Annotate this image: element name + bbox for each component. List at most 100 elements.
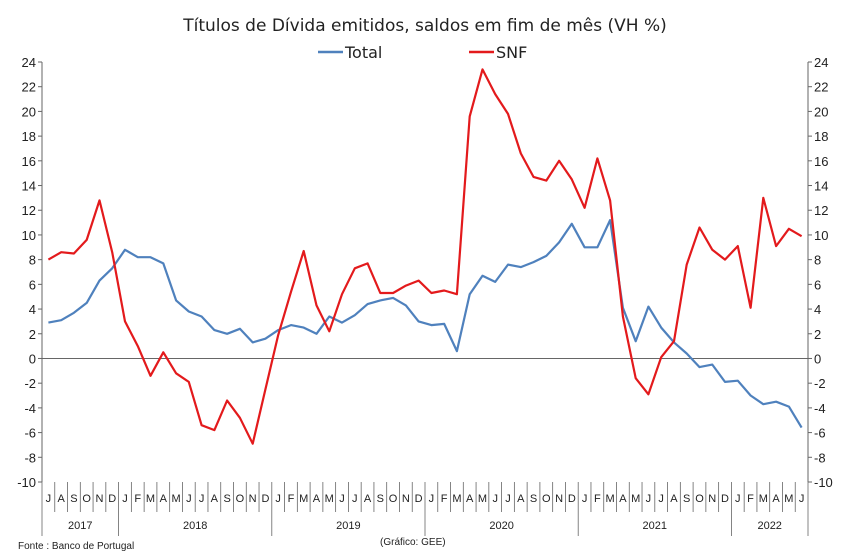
legend-snf-label: SNF xyxy=(496,43,527,62)
left-tick-label: -10 xyxy=(17,475,36,490)
month-label: J xyxy=(582,493,588,505)
month-label: D xyxy=(415,493,423,505)
right-tick-label: -4 xyxy=(814,401,826,416)
left-tick-label: -4 xyxy=(24,401,36,416)
month-label: J xyxy=(799,493,805,505)
month-label: A xyxy=(619,493,627,505)
right-tick-label: 16 xyxy=(814,154,828,169)
right-tick-label: 20 xyxy=(814,104,828,119)
left-tick-label: 6 xyxy=(29,277,36,292)
month-label: J xyxy=(492,493,498,505)
left-tick-label: 4 xyxy=(29,302,36,317)
month-label: D xyxy=(721,493,729,505)
month-label: F xyxy=(747,493,754,505)
month-label: N xyxy=(708,493,716,505)
right-tick-label: 22 xyxy=(814,80,828,95)
month-label: O xyxy=(82,493,91,505)
right-tick-label: 2 xyxy=(814,327,821,342)
month-label: J xyxy=(352,493,358,505)
month-label: M xyxy=(784,493,793,505)
month-label: D xyxy=(568,493,576,505)
month-label: O xyxy=(236,493,245,505)
right-tick-label: -10 xyxy=(814,475,833,490)
right-tick-label: 24 xyxy=(814,55,828,70)
month-label: J xyxy=(46,493,52,505)
credit-note: (Gráfico: GEE) xyxy=(380,537,446,548)
left-tick-label: 14 xyxy=(22,179,36,194)
month-label: S xyxy=(683,493,690,505)
right-tick-label: -6 xyxy=(814,426,826,441)
right-tick-label: 14 xyxy=(814,179,828,194)
month-label: M xyxy=(631,493,640,505)
month-label: F xyxy=(288,493,295,505)
month-label: A xyxy=(160,493,168,505)
month-label: J xyxy=(429,493,435,505)
month-label: N xyxy=(95,493,103,505)
month-label: J xyxy=(275,493,281,505)
year-label: 2022 xyxy=(757,520,781,532)
month-label: A xyxy=(772,493,780,505)
series-snf-line xyxy=(47,68,803,445)
series-total-line xyxy=(48,219,803,429)
left-tick-label: -8 xyxy=(24,450,36,465)
month-label: A xyxy=(313,493,321,505)
month-label: J xyxy=(339,493,345,505)
left-tick-label: 8 xyxy=(29,253,36,268)
month-label: A xyxy=(57,493,65,505)
month-label: J xyxy=(122,493,128,505)
year-label: 2017 xyxy=(68,520,92,532)
month-label: M xyxy=(325,493,334,505)
month-label: N xyxy=(249,493,257,505)
right-tick-label: 0 xyxy=(814,351,821,366)
month-label: O xyxy=(695,493,704,505)
right-tick-label: 18 xyxy=(814,129,828,144)
left-tick-label: 12 xyxy=(22,203,36,218)
month-label: M xyxy=(478,493,487,505)
month-label: O xyxy=(542,493,551,505)
month-label: J xyxy=(199,493,205,505)
left-tick-label: -2 xyxy=(24,376,36,391)
month-label: A xyxy=(211,493,219,505)
month-label: F xyxy=(594,493,601,505)
source-note: Fonte : Banco de Portugal xyxy=(18,541,134,552)
month-label: J xyxy=(646,493,652,505)
month-label: M xyxy=(452,493,461,505)
month-label: D xyxy=(261,493,269,505)
right-tick-label: 12 xyxy=(814,203,828,218)
month-label: M xyxy=(299,493,308,505)
month-label: J xyxy=(186,493,192,505)
year-label: 2021 xyxy=(643,520,667,532)
legend-total-label: Total xyxy=(344,43,382,62)
month-label: M xyxy=(606,493,615,505)
month-label: N xyxy=(402,493,410,505)
month-label: F xyxy=(441,493,448,505)
month-label: S xyxy=(70,493,77,505)
month-label: M xyxy=(146,493,155,505)
month-label: A xyxy=(364,493,372,505)
left-tick-label: 0 xyxy=(29,351,36,366)
month-label: F xyxy=(134,493,141,505)
left-tick-label: 24 xyxy=(22,55,36,70)
month-label: D xyxy=(108,493,116,505)
month-label: J xyxy=(505,493,511,505)
month-label: M xyxy=(171,493,180,505)
month-label: A xyxy=(466,493,474,505)
right-tick-label: 10 xyxy=(814,228,828,243)
left-tick-label: 10 xyxy=(22,228,36,243)
right-tick-label: -8 xyxy=(814,450,826,465)
month-label: O xyxy=(389,493,398,505)
right-tick-label: 6 xyxy=(814,277,821,292)
left-tick-label: -6 xyxy=(24,426,36,441)
left-tick-label: 20 xyxy=(22,104,36,119)
legend: Total SNF xyxy=(318,43,527,62)
month-label: S xyxy=(223,493,230,505)
left-tick-label: 2 xyxy=(29,327,36,342)
year-label: 2019 xyxy=(336,520,360,532)
month-label: N xyxy=(555,493,563,505)
month-label: J xyxy=(735,493,741,505)
series-layer xyxy=(47,68,803,445)
right-tick-label: 4 xyxy=(814,302,821,317)
